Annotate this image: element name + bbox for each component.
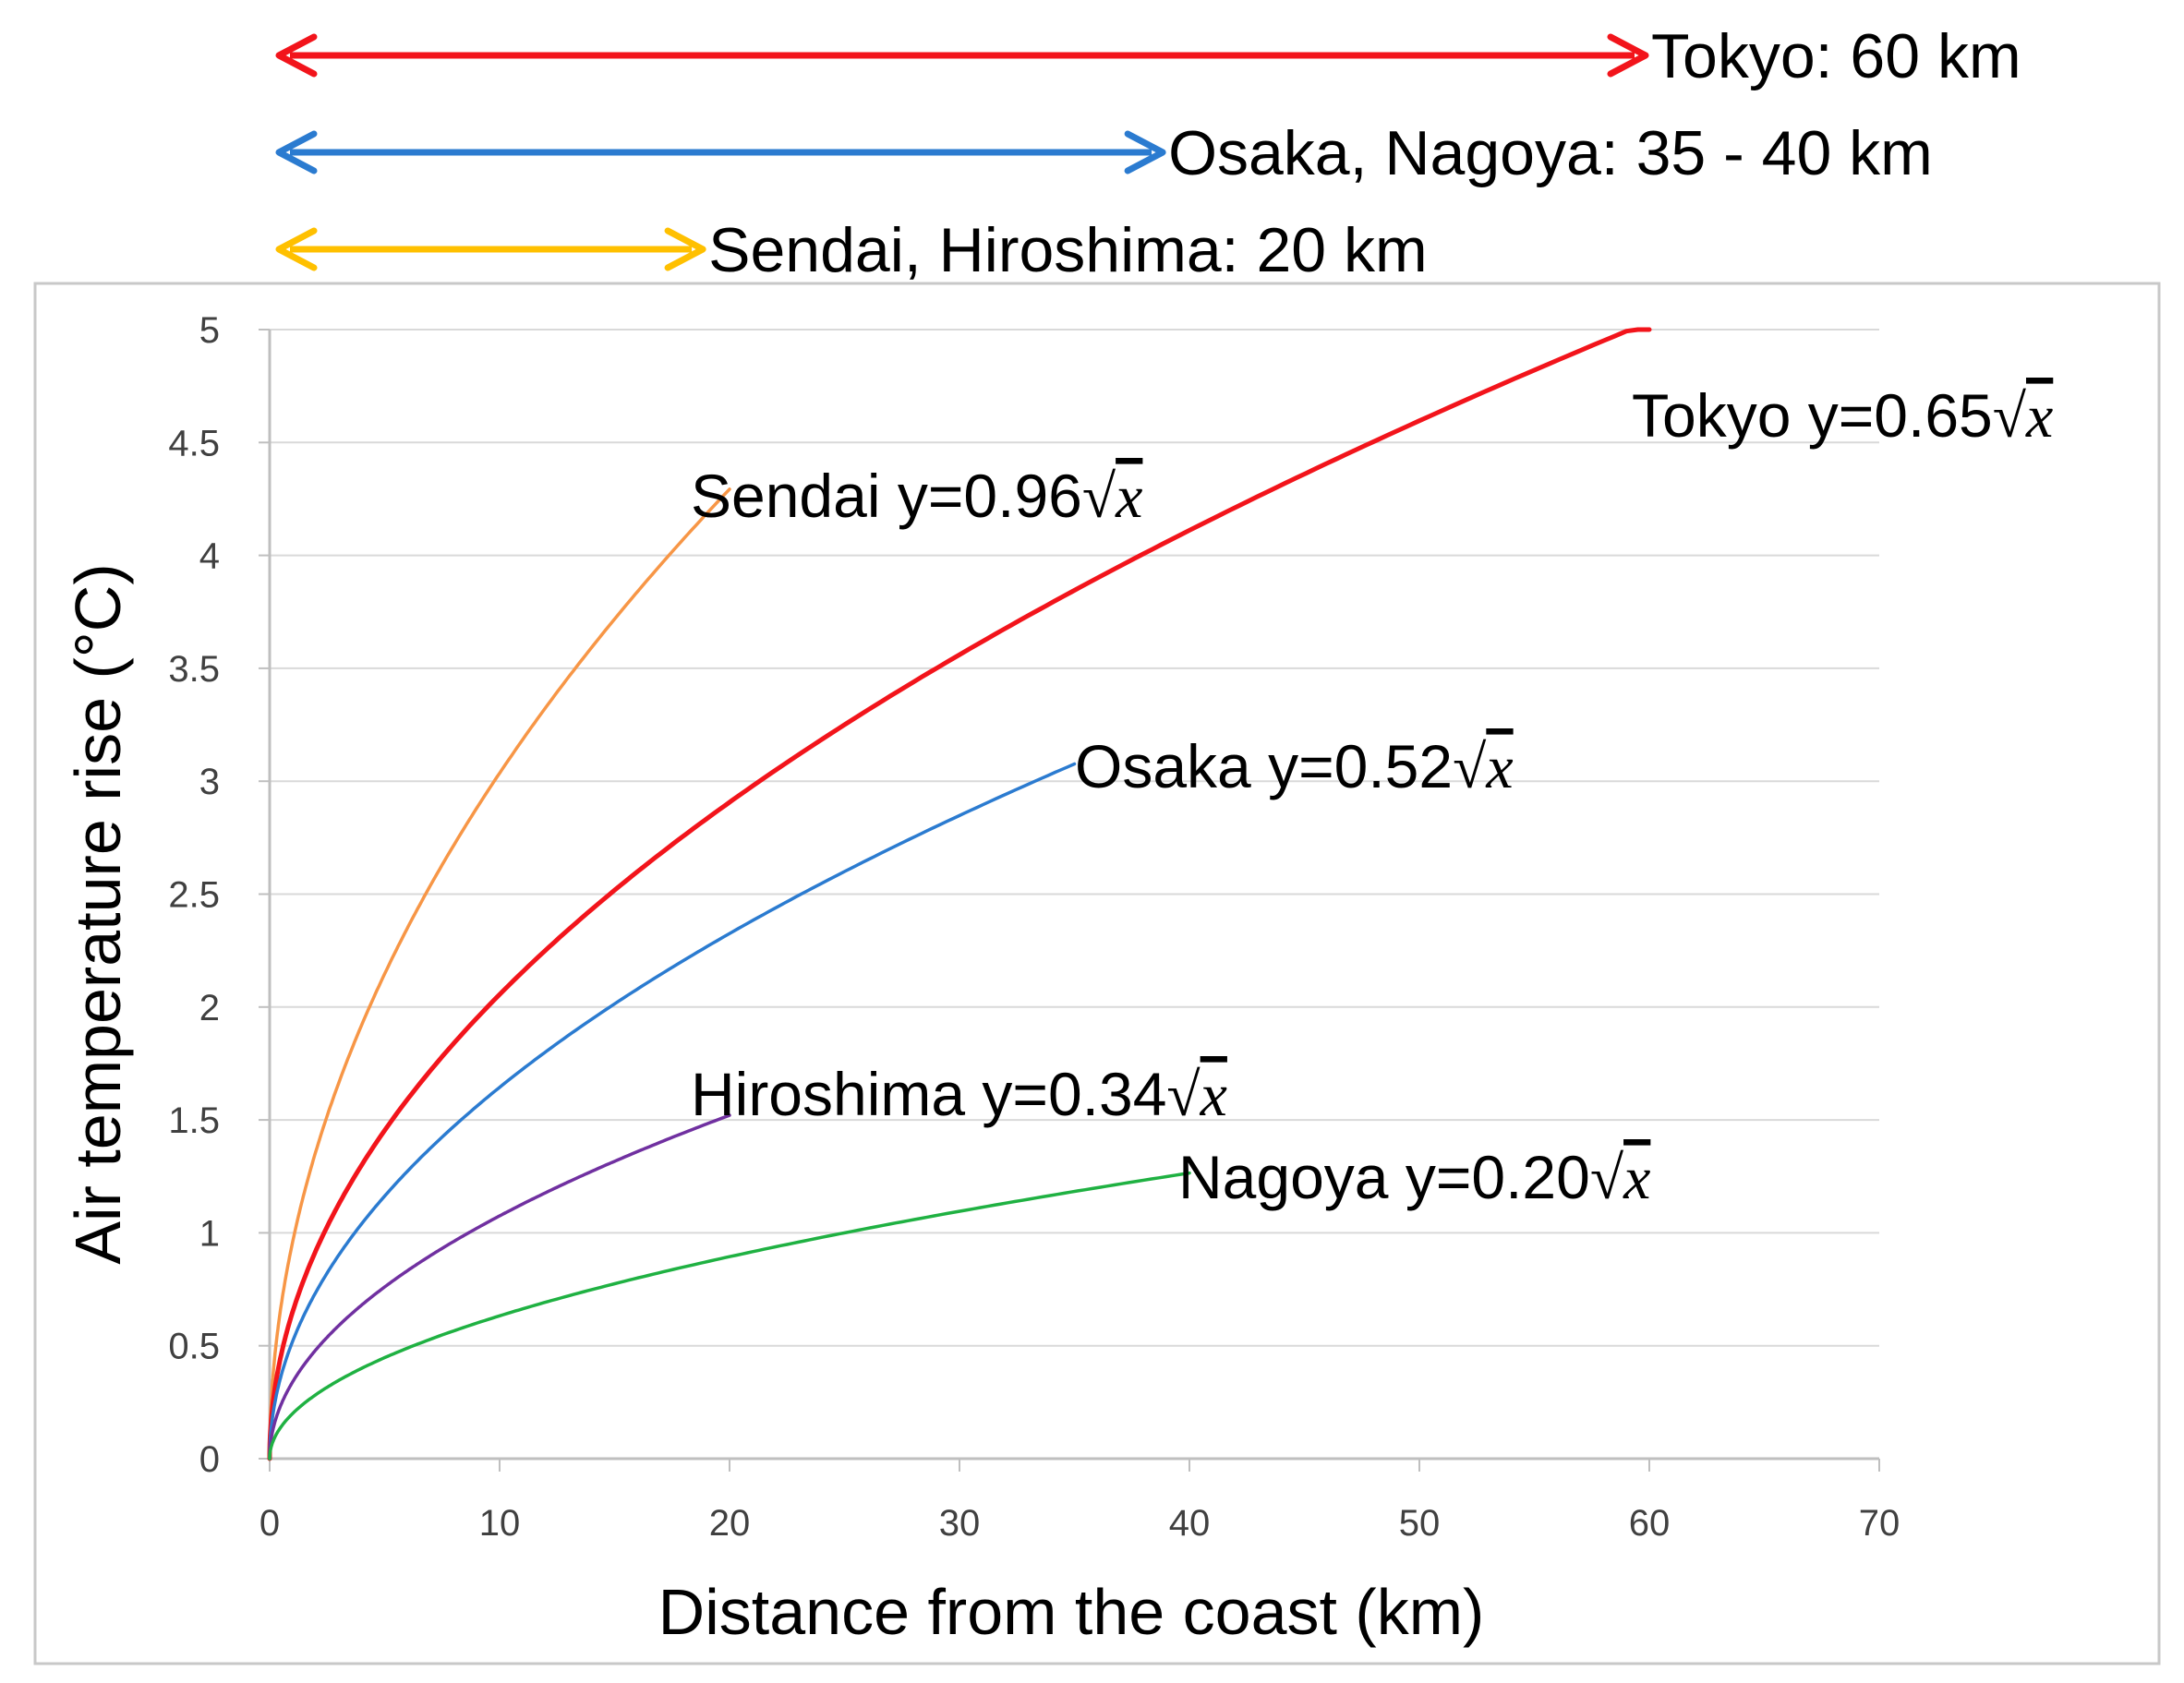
- y-tick-label: 1: [199, 1213, 220, 1254]
- range-arrow: Tokyo: 60 km: [275, 21, 2021, 91]
- series-equation: y=0.52: [1268, 732, 1453, 800]
- y-tick-label: 2.5: [168, 875, 220, 916]
- series-equation: y=0.34: [982, 1060, 1166, 1128]
- series-equation: y=0.96: [898, 462, 1082, 530]
- x-tick-label: 0: [259, 1503, 280, 1544]
- x-tick-label: 60: [1629, 1503, 1671, 1544]
- axes: [268, 330, 1880, 1472]
- series-name: Osaka: [1075, 732, 1268, 800]
- series-lines: [267, 327, 1652, 1461]
- series-name: Sendai: [691, 462, 898, 530]
- sqrt-symbol: √: [1453, 734, 1487, 801]
- range-arrow: Sendai, Hiroshima: 20 km: [275, 215, 1428, 285]
- x-tick-label: 40: [1169, 1503, 1211, 1544]
- series-equation-osaka: Osaka y=0.52√x: [1075, 732, 1514, 801]
- arrowhead-left-icon: [275, 33, 318, 78]
- variable-x: x: [2025, 383, 2053, 451]
- arrowhead-left-icon: [275, 227, 318, 271]
- range-arrow: Osaka, Nagoya: 35 - 40 km: [275, 118, 1933, 188]
- series-equation-tokyo: Tokyo y=0.65√x: [1632, 381, 2053, 451]
- arrowhead-left-icon: [275, 130, 318, 174]
- variable-x: x: [1200, 1062, 1227, 1129]
- x-tick-label: 30: [939, 1503, 981, 1544]
- y-tick-label: 4.5: [168, 423, 220, 463]
- arrowhead-right-icon: [1607, 33, 1649, 78]
- series-line-sendai: [268, 487, 731, 1461]
- range-arrow-label: Sendai, Hiroshima: 20 km: [708, 215, 1428, 285]
- series-line-tokyo: [267, 327, 1652, 1461]
- y-tick-label: 5: [199, 310, 220, 351]
- y-tick-label: 2: [199, 988, 220, 1028]
- x-tick-label: 10: [479, 1503, 521, 1544]
- series-equation-hiroshima: Hiroshima y=0.34√x: [691, 1060, 1227, 1129]
- y-tick-label: 1.5: [168, 1100, 220, 1141]
- x-tick-label: 70: [1859, 1503, 1900, 1544]
- variable-x: x: [1623, 1145, 1650, 1212]
- series-line-nagoya: [268, 1171, 1191, 1461]
- y-tick-label: 0: [199, 1439, 220, 1480]
- gridlines: [259, 329, 1879, 1460]
- x-tick-label: 50: [1399, 1503, 1441, 1544]
- series-equation-nagoya: Nagoya y=0.20√x: [1178, 1143, 1650, 1212]
- variable-x: x: [1115, 463, 1142, 531]
- range-arrows: Tokyo: 60 km Osaka, Nagoya: 35 - 40 km Sen…: [275, 21, 2021, 285]
- series-line-hiroshima: [268, 1113, 731, 1461]
- variable-x: x: [1485, 734, 1513, 801]
- sqrt-symbol: √: [1590, 1145, 1624, 1212]
- sqrt-symbol: √: [1993, 383, 2027, 451]
- y-tick-label: 4: [199, 536, 220, 577]
- x-tick-label: 20: [709, 1503, 751, 1544]
- y-tick-label: 3: [199, 762, 220, 802]
- range-arrow-label: Tokyo: 60 km: [1651, 21, 2021, 91]
- chart-frame: [33, 282, 2161, 1665]
- sqrt-symbol: √: [1166, 1062, 1201, 1129]
- arrowhead-right-icon: [1124, 130, 1166, 174]
- series-equation: y=0.65: [1808, 381, 1993, 450]
- series-line-osaka: [268, 762, 1077, 1461]
- series-name: Nagoya: [1178, 1143, 1406, 1211]
- sqrt-symbol: √: [1082, 463, 1116, 531]
- y-tick-label: 3.5: [168, 649, 220, 690]
- series-name: Hiroshima: [691, 1060, 982, 1128]
- range-arrow-label: Osaka, Nagoya: 35 - 40 km: [1168, 118, 1933, 188]
- series-equation-sendai: Sendai y=0.96√x: [691, 462, 1142, 531]
- arrowhead-right-icon: [664, 227, 706, 271]
- y-axis-label: Air temperature rise (°C): [62, 563, 134, 1264]
- series-equation: y=0.20: [1406, 1143, 1590, 1211]
- y-tick-labels: 0 0.5 1 1.5 2 2.5 3 3.5 4 4.5 5: [168, 310, 220, 1480]
- x-tick-labels: 0 10 20 30 40 50 60 70: [259, 1503, 1900, 1544]
- series-name: Tokyo: [1632, 381, 1808, 450]
- y-tick-label: 0.5: [168, 1327, 220, 1367]
- x-axis-label: Distance from the coast (km): [658, 1576, 1485, 1648]
